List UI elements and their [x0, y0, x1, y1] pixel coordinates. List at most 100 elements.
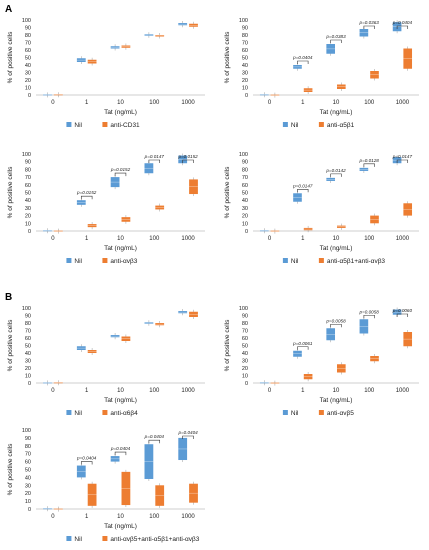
chart-anti-a5b1: % of positive cells010203040506070809010…	[224, 18, 419, 129]
p-value-bracket	[182, 435, 194, 439]
legend-label-antagonist: anti-αvβ3	[110, 258, 137, 265]
p-value-bracket	[114, 172, 127, 177]
p-value-bracket	[80, 195, 93, 200]
panel-label-a: A	[5, 4, 13, 15]
y-tick-label: 50	[242, 191, 248, 197]
x-tick-label: 1000	[181, 388, 195, 394]
y-tick-label: 60	[242, 336, 248, 342]
y-tick-label: 50	[25, 468, 31, 474]
x-axis-label: Tat (ng/mL)	[320, 245, 353, 252]
legend-swatch-nil	[66, 410, 72, 415]
y-axis-label: % of positive cells	[224, 166, 231, 218]
p-value-bracket	[363, 25, 375, 29]
x-tick-label: 0	[51, 514, 55, 520]
y-tick-label: 70	[25, 41, 31, 47]
y-tick-label: 40	[25, 63, 31, 69]
p-value-label: p=0.0404	[177, 430, 198, 435]
p-value-bracket	[396, 25, 409, 29]
y-tick-label: 80	[242, 321, 248, 327]
y-tick-label: 60	[25, 336, 31, 342]
y-tick-label: 30	[242, 71, 248, 77]
legend-label-nil: Nil	[74, 258, 82, 265]
p-value-label: p=0.0147	[144, 154, 165, 159]
x-tick-label: 0	[51, 388, 55, 394]
x-tick-label: 100	[149, 236, 160, 242]
legend-swatch-antagonist	[102, 122, 108, 127]
y-axis-label: % of positive cells	[7, 319, 14, 371]
legend-label-nil: Nil	[74, 536, 82, 543]
legend-label-nil: Nil	[74, 122, 82, 129]
x-tick-label: 1	[301, 100, 305, 106]
p-value-bracket	[114, 451, 127, 456]
y-tick-label: 60	[25, 48, 31, 54]
legend-swatch-nil	[66, 258, 72, 263]
legend-label-antagonist: anti-α5β1	[327, 122, 355, 129]
y-tick-label: 10	[25, 86, 31, 92]
y-tick-label: 10	[242, 221, 248, 227]
x-tick-label: 10	[333, 236, 340, 242]
y-axis-label: % of positive cells	[224, 319, 231, 371]
y-tick-label: 20	[242, 214, 248, 220]
chart-anti-a5b1-avb3: % of positive cells010203040506070809010…	[224, 152, 419, 265]
p-value-bracket	[182, 159, 194, 163]
p-value-label: p=0.0152	[177, 154, 198, 159]
p-value-label: p=0.0152	[110, 167, 131, 172]
x-axis-label: Tat (ng/mL)	[104, 397, 137, 404]
legend-label-antagonist: anti-αvβ5+anti-α5β1+anti-αvβ3	[110, 536, 199, 543]
p-value-bracket	[363, 163, 375, 167]
p-value-label: p=0.0060	[392, 308, 413, 313]
p-value-label: p=0.0404	[110, 446, 131, 451]
y-tick-label: 50	[25, 344, 31, 350]
y-tick-label: 80	[25, 321, 31, 327]
y-tick-label: 90	[25, 314, 31, 320]
p-value-bracket	[330, 173, 342, 177]
x-tick-label: 10	[117, 236, 124, 242]
x-tick-label: 1000	[181, 100, 195, 106]
y-tick-label: 40	[242, 351, 248, 357]
y-tick-label: 30	[25, 206, 31, 212]
y-tick-label: 80	[242, 33, 248, 39]
x-tick-label: 1	[301, 236, 305, 242]
p-value-label: p=0.0058	[359, 309, 380, 314]
p-value-label: p=0.0383	[325, 34, 346, 39]
x-tick-label: 10	[117, 514, 124, 520]
x-tick-label: 0	[268, 236, 272, 242]
x-axis-label: Tat (ng/mL)	[104, 523, 137, 530]
y-tick-label: 10	[25, 221, 31, 227]
x-tick-label: 1000	[181, 236, 195, 242]
y-tick-label: 30	[25, 359, 31, 365]
y-tick-label: 100	[22, 152, 31, 158]
x-tick-label: 10	[333, 100, 340, 106]
legend-label-nil: Nil	[291, 410, 299, 417]
x-tick-label: 1000	[396, 236, 410, 242]
y-tick-label: 60	[25, 460, 31, 466]
p-value-bracket	[330, 323, 342, 328]
p-value-bracket	[297, 60, 309, 64]
legend-label-nil: Nil	[74, 410, 82, 417]
y-tick-label: 30	[25, 483, 31, 489]
legend-swatch-antagonist	[102, 536, 108, 541]
y-axis-label: % of positive cells	[7, 443, 14, 495]
y-tick-label: 90	[242, 26, 248, 32]
y-axis-label: % of positive cells	[7, 31, 14, 83]
p-value-bracket	[80, 461, 93, 465]
legend-swatch-nil	[282, 122, 288, 127]
x-tick-label: 100	[364, 100, 375, 106]
legend-label-antagonist: anti-α5β1+anti-αvβ3	[327, 258, 386, 265]
y-tick-label: 100	[22, 306, 31, 312]
x-tick-label: 1000	[181, 514, 195, 520]
y-tick-label: 10	[25, 374, 31, 380]
y-tick-label: 60	[25, 183, 31, 189]
p-value-label: p=0.0058	[325, 318, 346, 323]
p-value-label: p=0.0147	[292, 183, 313, 188]
legend-swatch-antagonist	[102, 258, 108, 263]
x-tick-label: 1	[85, 100, 89, 106]
y-tick-label: 70	[242, 175, 248, 181]
x-tick-label: 0	[51, 236, 55, 242]
y-tick-label: 0	[245, 229, 248, 235]
y-tick-label: 90	[25, 26, 31, 32]
p-value-label: p=0.0142	[325, 168, 346, 173]
y-tick-label: 30	[242, 206, 248, 212]
y-tick-label: 70	[25, 452, 31, 458]
y-tick-label: 40	[25, 475, 31, 481]
